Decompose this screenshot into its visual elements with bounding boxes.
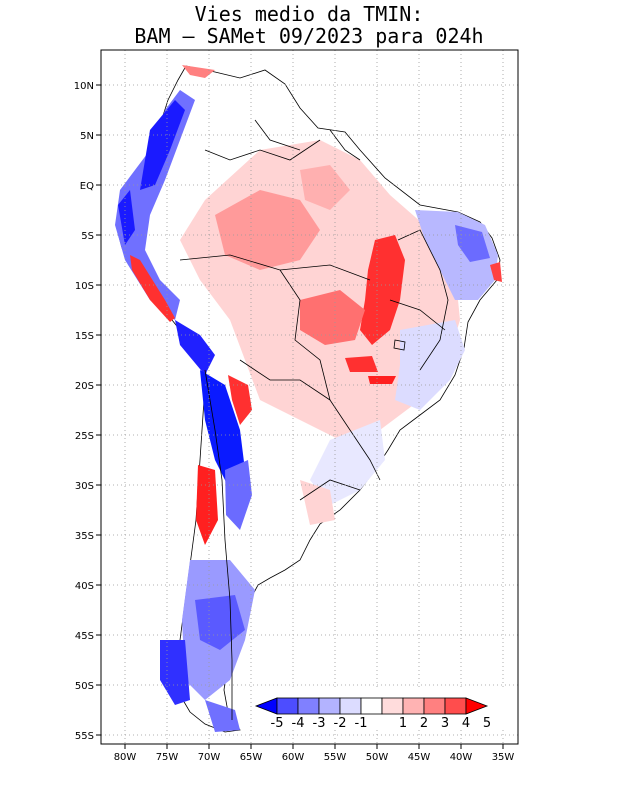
uruguay-warm-patch [300,480,335,525]
colorbar-swatch [423,697,446,715]
chile-fjords-cold [160,640,190,705]
lat-label: 30S [75,481,94,492]
lon-label: 45W [408,752,431,763]
country-borders [179,119,449,720]
altiplano-warm [228,375,252,425]
colorbar-label: -4 [292,716,305,731]
colorbar-label: -2 [334,716,347,731]
lon-label: 70W [198,752,221,763]
lat-label: 10N [74,81,94,92]
goias-warm-patch [300,290,365,345]
tick-marks [96,84,504,749]
colorbar-label: 3 [441,716,449,731]
colorbar-label: 1 [399,716,407,731]
lat-label: 50S [75,681,94,692]
colorbar-swatch [381,697,404,715]
east-tip-warm [490,262,502,282]
lon-label: 40W [450,752,473,763]
lat-label: EQ [80,181,94,192]
ecuador-strong-cold [118,190,135,245]
lat-label: 40S [75,581,94,592]
colorbar-label: 5 [483,716,491,731]
northeast-cold-core [455,225,490,262]
amazon-warm-patch [215,190,320,270]
lat-label: 20S [75,381,94,392]
lat-label: 15S [75,331,94,342]
atacama-strong-cold [200,370,245,490]
lon-label: 80W [114,752,137,763]
longitude-labels: 80W 75W 70W 65W 60W 55W 50W 45W 40W 35W [114,752,515,763]
colorbar-label: -3 [313,716,326,731]
colorbar-swatch [297,697,320,715]
colorbar-label: 4 [462,716,470,731]
colorbar-swatch [318,697,341,715]
map-title-line2: BAM – SAMet 09/2023 para 024h [134,24,484,48]
graticule [101,50,518,744]
colorbar-swatch [339,697,362,715]
map-border [100,49,519,745]
lon-label: 35W [492,752,515,763]
sp-warm-patch [368,376,396,384]
lon-label: 65W [240,752,263,763]
lat-label: 5N [80,131,94,142]
colorbar-swatch [276,697,299,715]
southeast-light-cold [395,320,465,410]
lon-label: 55W [324,752,347,763]
colorbar-swatch [444,697,467,715]
tierra-del-fuego-cold [205,700,240,732]
colorbar-swatch [402,697,425,715]
colorbar-swatch-max [465,697,489,715]
lat-label: 5S [81,231,94,242]
peru-coast-warm-strip [130,255,175,322]
colorbar-label: -1 [355,716,368,731]
lat-label: 35S [75,531,94,542]
lat-label: 55S [75,731,94,742]
peru-strong-cold [175,320,215,375]
colorbar-label: -5 [271,716,284,731]
lon-label: 50W [366,752,389,763]
lat-label: 25S [75,431,94,442]
lat-label: 10S [75,281,94,292]
central-brazil-strong-warm [360,235,405,345]
minas-warm-patch [345,356,378,372]
patagonia-cold-core [195,595,245,650]
colombia-strong-cold [140,100,185,190]
map-title-line1: Vies medio da TMIN: [194,2,424,26]
latitude-labels: 10N 5N EQ 5S 10S 15S 20S 25S 30S 35S 40S… [74,81,94,742]
lat-label: 45S [75,631,94,642]
north-warm-patch [300,165,350,210]
colorbar-label: 2 [420,716,428,731]
caribbean-coast-warm [182,65,215,78]
lon-label: 75W [156,752,179,763]
south-light-cold [310,420,385,505]
lon-label: 60W [282,752,305,763]
colorbar-legend: -5 -4 -3 -2 -1 1 2 3 4 5 [254,690,514,731]
cuyo-cold [225,460,252,530]
bias-field [115,65,502,733]
colorbar-swatch [360,697,383,715]
